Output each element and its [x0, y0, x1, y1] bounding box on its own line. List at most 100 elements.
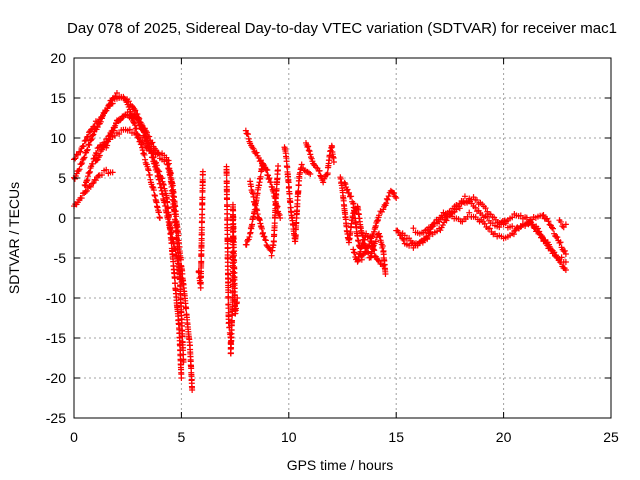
- data-point: [345, 189, 352, 196]
- data-point: [310, 161, 317, 168]
- data-point: [443, 217, 450, 224]
- data-point: [527, 218, 534, 225]
- data-point: [350, 246, 357, 253]
- data-point: [263, 166, 270, 173]
- data-point: [139, 127, 146, 134]
- data-point: [371, 228, 378, 235]
- data-point: [262, 237, 269, 244]
- data-point: [234, 295, 241, 301]
- data-point: [132, 122, 139, 129]
- data-point: [348, 193, 355, 200]
- data-point: [103, 166, 110, 173]
- data-point: [270, 238, 277, 245]
- data-point: [363, 230, 370, 237]
- data-point: [558, 254, 565, 261]
- data-point: [260, 229, 267, 236]
- data-point: [358, 256, 365, 263]
- data-point: [316, 167, 323, 174]
- data-point: [305, 143, 312, 150]
- data-point: [142, 133, 149, 140]
- data-point: [133, 115, 140, 122]
- data-point: [116, 130, 123, 137]
- data-point: [104, 142, 111, 149]
- data-point: [86, 169, 93, 176]
- data-point: [557, 218, 564, 225]
- data-point: [562, 221, 569, 228]
- data-point: [87, 137, 94, 144]
- data-point: [178, 375, 185, 381]
- data-point: [351, 249, 358, 256]
- data-point: [410, 225, 417, 232]
- data-point: [292, 232, 299, 239]
- data-point: [199, 168, 206, 175]
- data-point: [171, 275, 178, 282]
- data-point: [137, 121, 144, 128]
- data-point: [110, 127, 117, 134]
- data-point: [199, 211, 206, 218]
- y-tick-label: -10: [46, 290, 66, 306]
- data-point: [376, 257, 383, 264]
- data-point: [85, 141, 92, 148]
- data-point: [153, 162, 160, 169]
- data-point: [365, 249, 372, 256]
- data-point: [113, 90, 120, 97]
- data-point: [104, 105, 111, 112]
- data-point: [72, 155, 79, 162]
- data-point: [264, 167, 271, 173]
- data-point: [330, 159, 337, 165]
- data-point: [84, 146, 91, 153]
- data-point: [251, 206, 258, 213]
- x-tick-label: 5: [178, 429, 186, 445]
- data-points: [71, 90, 569, 393]
- data-point: [262, 236, 269, 243]
- data-point: [383, 200, 390, 207]
- data-point: [253, 149, 260, 156]
- data-point: [510, 231, 517, 238]
- data-point: [199, 194, 206, 201]
- data-point: [146, 143, 153, 150]
- data-point: [223, 196, 230, 203]
- data-point: [265, 176, 272, 183]
- data-point: [93, 150, 100, 157]
- x-tick-label: 20: [496, 429, 512, 445]
- data-point: [250, 145, 257, 152]
- data-point: [84, 173, 91, 180]
- y-tick-label: 15: [50, 90, 66, 106]
- data-point: [177, 256, 184, 263]
- y-tick-label: 0: [58, 210, 66, 226]
- data-point: [245, 135, 252, 142]
- data-point: [74, 151, 81, 158]
- data-point: [347, 228, 354, 235]
- plot-frame: [73, 57, 612, 419]
- data-point: [482, 205, 489, 212]
- data-point: [179, 333, 186, 340]
- data-point: [89, 132, 96, 139]
- chart-title: Day 078 of 2025, Sidereal Day-to-day VTE…: [67, 20, 617, 37]
- data-point: [437, 227, 444, 234]
- data-point: [401, 232, 408, 239]
- data-point: [160, 181, 167, 188]
- data-point: [562, 267, 569, 273]
- data-point: [87, 183, 94, 190]
- data-point: [371, 247, 378, 254]
- data-point: [167, 225, 174, 232]
- x-tick-label: 0: [70, 429, 78, 445]
- data-point: [534, 228, 541, 235]
- data-point: [391, 189, 398, 196]
- data-point: [156, 215, 163, 221]
- x-tick-label: 10: [281, 429, 297, 445]
- data-point: [344, 186, 351, 193]
- data-point: [246, 233, 253, 240]
- data-point: [150, 154, 157, 161]
- data-point: [92, 177, 99, 184]
- data-point: [486, 225, 493, 232]
- data-point: [117, 116, 124, 123]
- data-point: [167, 170, 174, 177]
- data-point: [249, 221, 256, 228]
- data-point: [385, 193, 392, 200]
- data-point: [380, 263, 387, 269]
- data-point: [324, 170, 331, 177]
- data-point: [298, 161, 305, 168]
- data-point: [548, 224, 555, 231]
- data-point: [84, 177, 91, 183]
